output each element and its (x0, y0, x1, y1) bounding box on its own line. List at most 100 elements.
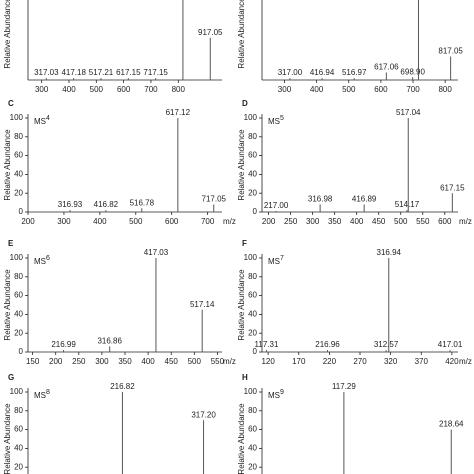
x-tick-label: 600 (117, 85, 131, 94)
ms-stage: MS8 (34, 389, 50, 400)
y-tick-label: 60 (14, 291, 23, 300)
y-tick-label: 40 (14, 170, 23, 179)
peak-label: 218.64 (439, 420, 464, 429)
ms-text: MS (34, 391, 46, 400)
x-tick-label: 800 (438, 85, 452, 94)
x-tick-label: 300 (95, 357, 109, 366)
x-tick-label: 600 (165, 217, 179, 226)
y-tick-label: 80 (248, 132, 257, 141)
peak-label: 117.31 (255, 340, 279, 349)
panel-letter: C (8, 99, 14, 108)
y-axis-label: Relative Abundance (237, 129, 246, 201)
ms-superscript: 4 (46, 115, 50, 122)
y-tick-label: 20 (14, 328, 23, 337)
y-tick-label: 100 (244, 113, 258, 122)
panel-letter: H (242, 373, 248, 382)
x-tick-label: 370 (415, 357, 429, 366)
ms-superscript: 8 (46, 389, 50, 396)
panel-letter: F (242, 239, 247, 248)
x-tick-label: 500 (90, 85, 104, 94)
spectrum-panel: Relative Abundance 0 20 40 60 80 100 200 300 400 5… (3, 99, 236, 226)
peak-label: 417.18 (61, 68, 86, 77)
ms-stage: MS7 (268, 255, 284, 266)
y-tick-label: 20 (248, 328, 257, 337)
peak-label: 417.01 (438, 340, 463, 349)
y-tick-label: 100 (244, 253, 258, 262)
y-tick-label: 20 (248, 188, 257, 197)
y-tick-label: 40 (248, 170, 257, 179)
ms-stage: MS9 (268, 389, 284, 400)
y-axis-label: Relative Abundance (3, 403, 12, 474)
x-tick-label: 300 (57, 217, 71, 226)
x-tick-label: 500 (188, 357, 202, 366)
y-tick-label: 80 (14, 406, 23, 415)
x-tick-label: 700 (144, 85, 158, 94)
peak-label: 698.90 (400, 67, 425, 76)
x-axis-label: m/z (459, 357, 472, 366)
x-tick-label: 120 (261, 357, 275, 366)
peak-label: 316.93 (58, 200, 83, 209)
peak-label: 117.29 (332, 382, 356, 391)
ms-stage: MS6 (34, 255, 50, 266)
peak-label: 617.15 (440, 183, 465, 192)
peak-label: 416.89 (352, 195, 377, 204)
x-tick-label: 320 (384, 357, 398, 366)
peak-label: 514.17 (395, 200, 420, 209)
peak-label: 216.96 (315, 340, 340, 349)
x-tick-label: 250 (284, 217, 298, 226)
x-tick-label: 350 (328, 217, 342, 226)
ms-superscript: 6 (46, 255, 50, 262)
x-tick-label: 200 (49, 357, 63, 366)
spectrum-panel: Relative Abundance 0 20 40 60 80 100 150 200 250 3… (3, 239, 236, 366)
y-axis-label: Relative Abundance (3, 129, 12, 201)
peak-label: 316.86 (97, 336, 122, 345)
y-axis-label: Relative Abundance (237, 0, 246, 69)
y-tick-label: 80 (248, 406, 257, 415)
x-tick-label: 200 (262, 217, 276, 226)
peak-label: 317.00 (278, 68, 303, 77)
y-tick-label: 80 (14, 132, 23, 141)
x-tick-label: 600 (438, 217, 452, 226)
y-tick-label: 40 (14, 310, 23, 319)
y-axis-label: Relative Abundance (237, 269, 246, 341)
x-tick-label: 550 (416, 217, 430, 226)
y-tick-label: 40 (248, 444, 257, 453)
y-tick-label: 60 (14, 425, 23, 434)
spectrum-panel: Relative Abundance 20 40 60 80 100 G MS8 216.82 3… (3, 373, 216, 474)
x-tick-label: 500 (129, 217, 143, 226)
x-tick-label: 600 (374, 85, 388, 94)
y-tick-label: 80 (14, 272, 23, 281)
peak-label: 417.03 (144, 248, 169, 257)
y-tick-label: 100 (10, 113, 24, 122)
y-axis-label: Relative Abundance (3, 0, 12, 69)
y-tick-label: 20 (14, 188, 23, 197)
x-tick-label: 300 (306, 217, 320, 226)
ms-stage: MS5 (268, 115, 284, 126)
y-axis-label: Relative Abundance (3, 269, 12, 341)
x-tick-label: 200 (21, 217, 35, 226)
ms-superscript: 5 (280, 115, 284, 122)
ms-superscript: 7 (280, 255, 284, 262)
x-tick-label: 800 (172, 85, 186, 94)
peak-label: 717.05 (202, 195, 227, 204)
x-tick-label: 270 (353, 357, 367, 366)
y-tick-label: 0 (19, 207, 24, 216)
x-tick-label: 400 (93, 217, 107, 226)
ms-text: MS (268, 257, 280, 266)
x-tick-label: 400 (141, 357, 155, 366)
y-tick-label: 40 (248, 310, 257, 319)
peak-label: 817.05 (438, 47, 463, 56)
y-tick-label: 0 (19, 347, 24, 356)
ms-text: MS (268, 117, 280, 126)
peak-label: 216.99 (51, 340, 76, 349)
ms-stage: MS4 (34, 115, 50, 126)
x-tick-label: 150 (26, 357, 40, 366)
spectrum-panel: Relative Abundance300400500600700800MS31… (237, 0, 463, 94)
x-tick-label: 350 (118, 357, 132, 366)
panel-letter: E (8, 239, 14, 248)
x-tick-label: 420 (445, 357, 459, 366)
y-tick-label: 0 (253, 347, 258, 356)
y-tick-label: 60 (248, 291, 257, 300)
peak-label: 617.15 (116, 68, 141, 77)
x-tick-label: 300 (35, 85, 49, 94)
